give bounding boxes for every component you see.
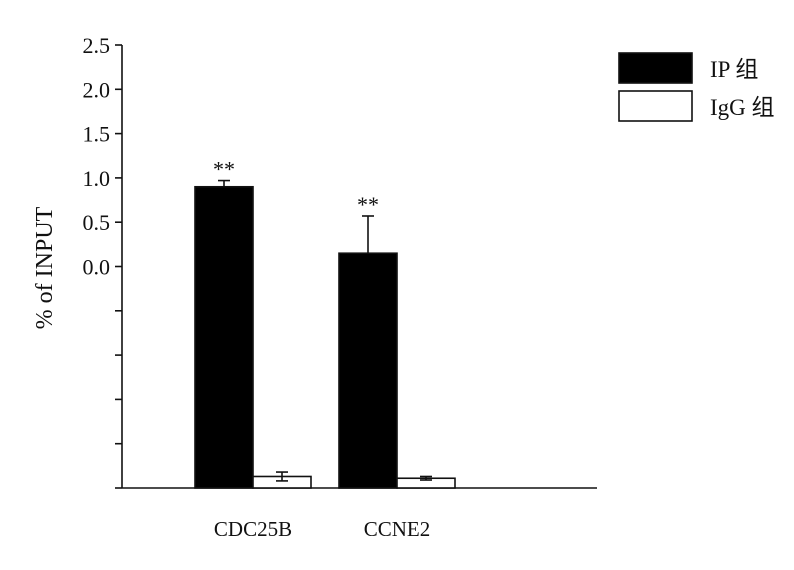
y-axis-title: % of INPUT <box>32 206 58 329</box>
legend: IP 组 IgG 组 <box>618 52 775 122</box>
bar-ip <box>338 252 398 489</box>
legend-label: IP 组 <box>710 57 758 82</box>
x-category-label: CDC25B <box>214 517 292 541</box>
legend-swatch <box>618 90 693 122</box>
legend-label: IgG 组 <box>710 95 775 120</box>
y-tick-label: 0.5 <box>83 210 111 235</box>
significance-marker: ** <box>213 157 235 182</box>
chart-annotations: ** ** <box>213 157 379 217</box>
y-tick-label: 1.5 <box>83 122 111 147</box>
bar-ip <box>194 185 254 489</box>
y-tick-label: 0.0 <box>83 255 111 280</box>
chart-axes: 2.5 2.0 1.5 1.0 0.5 0.0 <box>83 33 597 489</box>
x-category-label: CCNE2 <box>364 517 431 541</box>
y-tick-label: 2.5 <box>83 33 111 58</box>
chart-bars: CDC25B CCNE2 <box>194 179 456 541</box>
y-tick-label: 1.0 <box>83 166 111 191</box>
y-tick-label: 2.0 <box>83 77 111 102</box>
legend-swatch <box>618 52 693 84</box>
significance-marker: ** <box>357 192 379 217</box>
